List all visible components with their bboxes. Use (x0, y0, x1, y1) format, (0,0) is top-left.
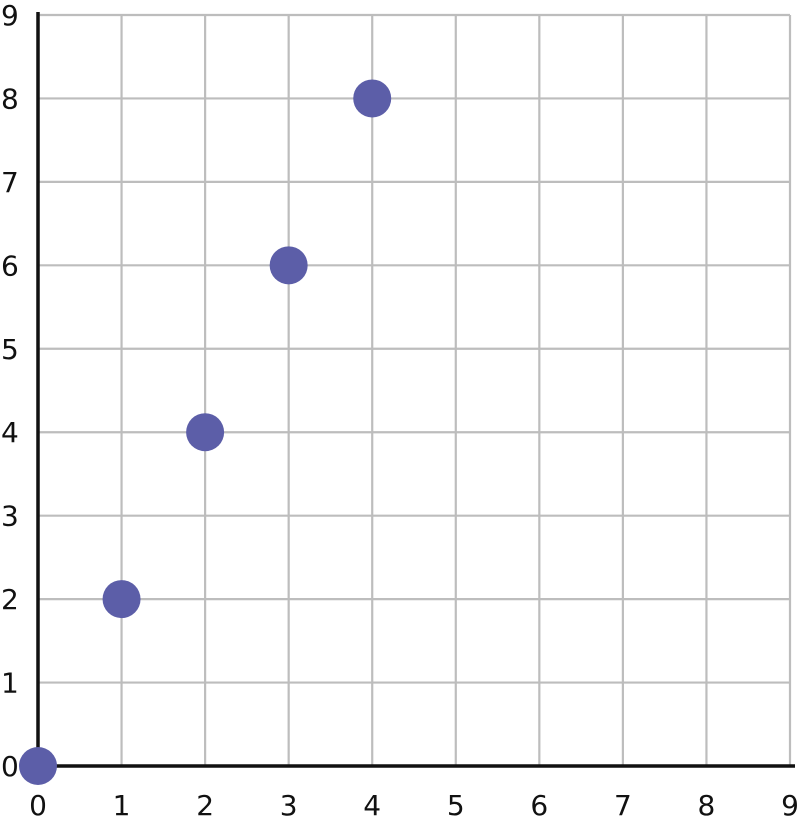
axes (36, 12, 795, 768)
x-tick-label: 8 (698, 789, 716, 822)
x-tick-label: 4 (363, 789, 381, 822)
x-tick-label: 3 (280, 789, 298, 822)
x-tick-label: 5 (447, 789, 465, 822)
y-tick-label: 3 (1, 500, 19, 533)
x-tick-label: 9 (781, 789, 799, 822)
x-tick-label: 0 (29, 789, 47, 822)
x-tick-label: 6 (530, 789, 548, 822)
x-tick-labels: 0 1 2 3 4 5 6 7 8 9 (29, 789, 799, 822)
data-point (19, 747, 57, 785)
grid (36, 13, 792, 768)
x-tick-label: 1 (113, 789, 131, 822)
y-tick-label: 8 (1, 82, 19, 115)
data-point (102, 580, 141, 619)
data-point (186, 413, 225, 452)
x-tick-label: 2 (196, 789, 214, 822)
y-tick-label: 1 (1, 667, 19, 700)
y-tick-label: 6 (1, 249, 19, 282)
y-tick-labels: 0 1 2 3 4 5 6 7 8 9 (1, 0, 19, 783)
data-point (269, 246, 308, 285)
y-tick-label: 7 (1, 166, 19, 199)
y-tick-label: 9 (1, 0, 19, 32)
data-point (353, 79, 392, 118)
data-points (19, 79, 392, 785)
y-tick-label: 4 (1, 416, 19, 449)
y-tick-label: 5 (1, 333, 19, 366)
x-tick-label: 7 (614, 789, 632, 822)
y-tick-label: 2 (1, 583, 19, 616)
y-tick-label: 0 (1, 750, 19, 783)
